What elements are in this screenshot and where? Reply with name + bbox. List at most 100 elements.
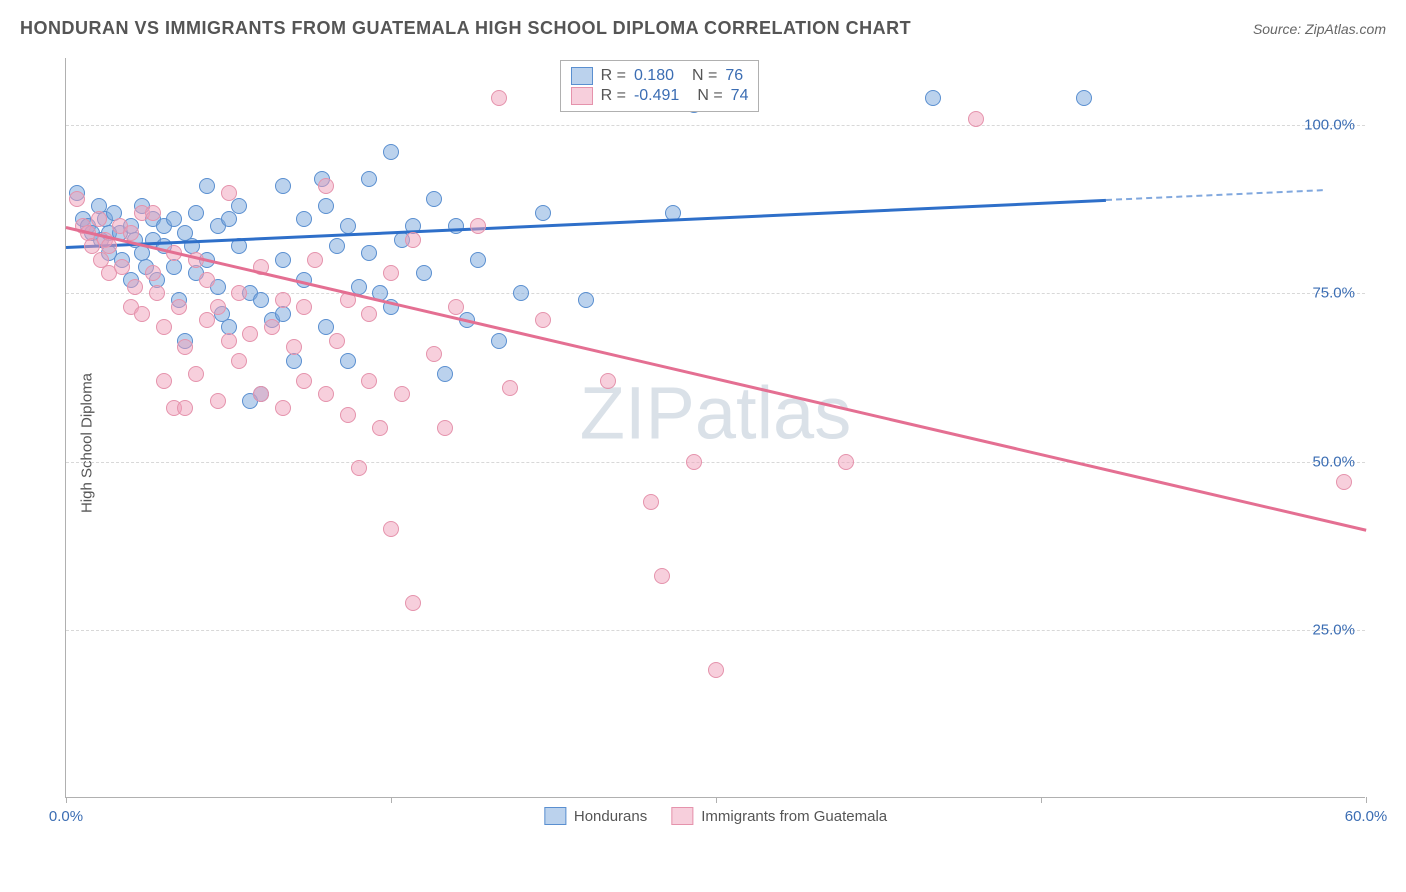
legend-label: Immigrants from Guatemala	[701, 808, 887, 825]
data-point	[296, 373, 312, 389]
data-point	[329, 333, 345, 349]
data-point	[275, 400, 291, 416]
data-point	[221, 185, 237, 201]
data-point	[199, 312, 215, 328]
x-tick	[1041, 797, 1042, 803]
stat-n-value: 74	[731, 87, 749, 105]
data-point	[101, 238, 117, 254]
y-tick-label: 100.0%	[1304, 117, 1355, 134]
bottom-legend-item: Immigrants from Guatemala	[671, 807, 887, 825]
data-point	[329, 238, 345, 254]
data-point	[361, 373, 377, 389]
data-point	[253, 386, 269, 402]
data-point	[242, 326, 258, 342]
scatter-plot: ZIPatlas 25.0%50.0%75.0%100.0%0.0%60.0%R…	[65, 58, 1365, 798]
data-point	[177, 339, 193, 355]
data-point	[188, 366, 204, 382]
y-tick-label: 50.0%	[1312, 453, 1355, 470]
x-tick	[1366, 797, 1367, 803]
data-point	[405, 232, 421, 248]
data-point	[156, 319, 172, 335]
data-point	[383, 144, 399, 160]
data-point	[318, 319, 334, 335]
data-point	[340, 407, 356, 423]
data-point	[686, 454, 702, 470]
data-point	[394, 386, 410, 402]
data-point	[535, 312, 551, 328]
data-point	[210, 299, 226, 315]
data-point	[171, 299, 187, 315]
y-tick-label: 25.0%	[1312, 621, 1355, 638]
data-point	[361, 171, 377, 187]
stats-legend-row: R = 0.180N = 76	[571, 67, 749, 85]
data-point	[177, 400, 193, 416]
stat-r-label: R =	[601, 87, 626, 105]
data-point	[491, 333, 507, 349]
chart-header: HONDURAN VS IMMIGRANTS FROM GUATEMALA HI…	[0, 0, 1406, 49]
data-point	[426, 346, 442, 362]
data-point	[286, 339, 302, 355]
data-point	[275, 252, 291, 268]
data-point	[437, 420, 453, 436]
y-gridline	[66, 630, 1365, 631]
data-point	[145, 265, 161, 281]
data-point	[437, 366, 453, 382]
x-tick	[391, 797, 392, 803]
data-point	[708, 662, 724, 678]
legend-label: Hondurans	[574, 808, 647, 825]
legend-swatch	[671, 807, 693, 825]
data-point	[578, 292, 594, 308]
chart-title: HONDURAN VS IMMIGRANTS FROM GUATEMALA HI…	[20, 18, 911, 39]
trend-line	[66, 226, 1367, 531]
data-point	[361, 245, 377, 261]
stat-r-value: 0.180	[634, 67, 674, 85]
data-point	[1336, 474, 1352, 490]
data-point	[351, 460, 367, 476]
data-point	[426, 191, 442, 207]
stat-n-label: N =	[697, 87, 722, 105]
data-point	[275, 292, 291, 308]
chart-container: High School Diploma ZIPatlas 25.0%50.0%7…	[45, 58, 1385, 828]
data-point	[448, 299, 464, 315]
data-point	[127, 279, 143, 295]
legend-swatch	[544, 807, 566, 825]
data-point	[340, 353, 356, 369]
data-point	[231, 198, 247, 214]
data-point	[318, 178, 334, 194]
data-point	[264, 319, 280, 335]
data-point	[383, 521, 399, 537]
data-point	[188, 205, 204, 221]
data-point	[643, 494, 659, 510]
data-point	[491, 90, 507, 106]
x-tick-label: 0.0%	[49, 808, 83, 825]
data-point	[470, 218, 486, 234]
data-point	[210, 393, 226, 409]
data-point	[145, 205, 161, 221]
data-point	[199, 272, 215, 288]
trend-line-dash	[1106, 189, 1323, 201]
data-point	[372, 420, 388, 436]
legend-swatch	[571, 67, 593, 85]
data-point	[221, 333, 237, 349]
data-point	[253, 292, 269, 308]
y-gridline	[66, 462, 1365, 463]
data-point	[275, 178, 291, 194]
data-point	[318, 198, 334, 214]
data-point	[405, 595, 421, 611]
data-point	[231, 285, 247, 301]
data-point	[166, 211, 182, 227]
stat-n-label: N =	[692, 67, 717, 85]
stat-n-value: 76	[725, 67, 743, 85]
data-point	[231, 353, 247, 369]
data-point	[1076, 90, 1092, 106]
data-point	[340, 218, 356, 234]
data-point	[654, 568, 670, 584]
data-point	[535, 205, 551, 221]
data-point	[513, 285, 529, 301]
data-point	[296, 211, 312, 227]
x-tick	[716, 797, 717, 803]
data-point	[502, 380, 518, 396]
data-point	[318, 386, 334, 402]
y-tick-label: 75.0%	[1312, 285, 1355, 302]
bottom-legend-item: Hondurans	[544, 807, 647, 825]
